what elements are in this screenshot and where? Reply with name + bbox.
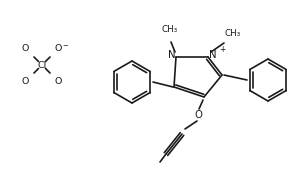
Text: O: O xyxy=(55,77,62,86)
Text: O: O xyxy=(22,77,29,86)
Text: CH₃: CH₃ xyxy=(225,29,241,37)
Text: Cl: Cl xyxy=(37,61,47,69)
Text: O: O xyxy=(55,44,62,53)
Text: +: + xyxy=(219,44,225,54)
Text: N: N xyxy=(168,50,176,60)
Text: CH₃: CH₃ xyxy=(162,26,178,34)
Text: O: O xyxy=(194,110,202,120)
Text: N: N xyxy=(209,50,217,60)
Text: −: − xyxy=(62,43,69,50)
Text: O: O xyxy=(22,44,29,53)
